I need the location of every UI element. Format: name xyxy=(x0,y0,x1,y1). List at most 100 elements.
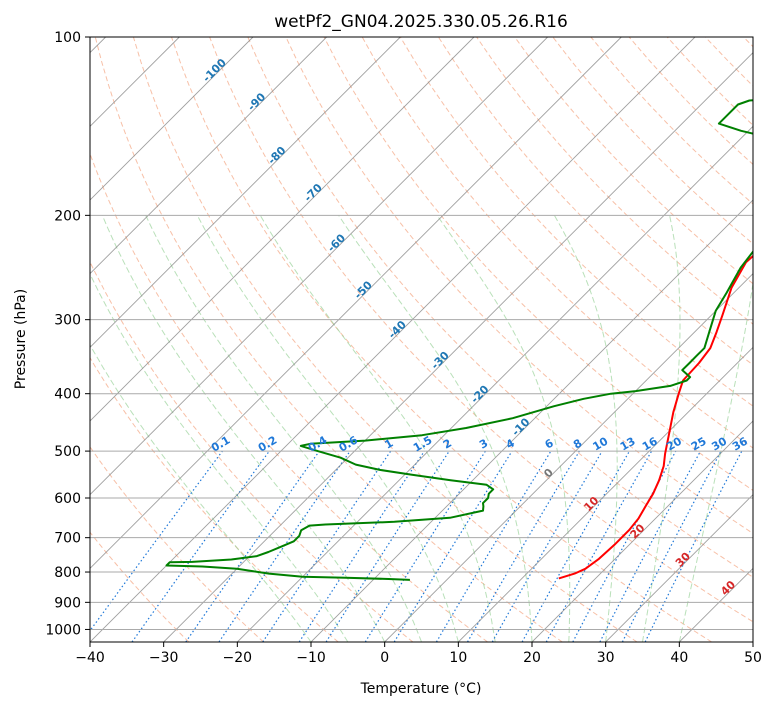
dry-adiabat xyxy=(90,531,190,642)
y-tick-label: 900 xyxy=(54,595,81,611)
isotherm-label: -30 xyxy=(429,349,452,372)
x-tick-label: 40 xyxy=(670,650,688,666)
isotherm-line xyxy=(90,37,327,275)
dry-adiabat xyxy=(90,356,339,642)
dry-adiabat xyxy=(94,37,563,642)
isotherm-label: -50 xyxy=(352,278,375,301)
x-axis: −40 −30 −20 −10 0 10 20 30 40 50 xyxy=(75,642,762,666)
isotherm-line xyxy=(458,346,753,642)
dry-adiabat xyxy=(361,37,753,449)
mixing-ratio-line xyxy=(466,450,580,642)
isotherm-line xyxy=(752,641,753,642)
plot-frame xyxy=(89,36,754,643)
mixing-ratio-line xyxy=(262,450,392,642)
y-tick-label: 800 xyxy=(54,565,81,581)
mixing-ratio-label: 3 xyxy=(477,437,490,452)
series-group xyxy=(165,99,753,581)
moist-adiabat xyxy=(338,215,533,642)
dry-adiabat xyxy=(247,37,753,578)
mixing-ratio-line xyxy=(185,450,320,642)
mixing-ratio-line xyxy=(621,450,722,642)
moist-adiabat xyxy=(678,280,753,642)
isotherm-label: 40 xyxy=(718,578,738,598)
moist-adiabat xyxy=(196,215,459,642)
dry-adiabat xyxy=(743,37,753,48)
mixing-ratio-label: 6 xyxy=(543,436,556,451)
moist-adiabat xyxy=(145,215,422,642)
dry-adiabat xyxy=(514,37,753,285)
y-tick-label: 600 xyxy=(54,491,81,507)
dry-adiabat xyxy=(285,37,753,535)
dry-adiabat xyxy=(90,446,264,642)
background-lines xyxy=(90,37,753,642)
dry-adiabat xyxy=(209,37,753,623)
isotherm-line xyxy=(310,199,753,642)
isotherm-label: -90 xyxy=(245,90,268,113)
isotherm-label: -60 xyxy=(325,231,348,254)
moist-adiabat xyxy=(642,215,681,642)
dry-adiabat xyxy=(90,260,414,642)
moist-adiabat xyxy=(90,343,312,642)
mixing-ratio-line xyxy=(393,450,513,642)
x-tick-label: 10 xyxy=(449,650,467,666)
mixing-ratio-line xyxy=(90,450,223,632)
mixing-ratio-label: 2 xyxy=(441,437,454,452)
dry-adiabat xyxy=(552,37,753,245)
isotherm-label: -70 xyxy=(302,181,325,204)
isotherm-line xyxy=(679,567,753,642)
x-tick-label: 0 xyxy=(380,650,389,666)
moist-adiabat xyxy=(101,215,386,642)
dewpoint-line xyxy=(165,99,753,581)
mixing-ratio-line xyxy=(521,450,631,642)
isotherm-line xyxy=(90,37,401,348)
y-tick-label: 500 xyxy=(54,444,81,460)
isotherm-line xyxy=(90,37,622,569)
dry-adiabat xyxy=(437,37,753,366)
x-tick-label: −40 xyxy=(75,650,105,666)
mixing-ratio-label: 4 xyxy=(504,436,517,451)
x-axis-label: Temperature (°C) xyxy=(360,681,482,697)
x-tick-label: 20 xyxy=(523,650,541,666)
isotherm-line xyxy=(605,494,753,642)
mixing-ratio-line xyxy=(572,450,677,642)
dry-adiabat xyxy=(171,37,712,642)
dry-adiabat xyxy=(90,152,488,642)
y-tick-label: 400 xyxy=(54,387,81,403)
isotherm-line xyxy=(90,37,696,642)
isotherm-label: -20 xyxy=(468,383,491,406)
y-tick-label: 200 xyxy=(54,208,81,224)
dry-adiabat xyxy=(132,37,638,642)
mixing-ratio-line xyxy=(298,450,425,642)
y-axis-label: Pressure (hPa) xyxy=(13,289,29,389)
x-tick-label: −20 xyxy=(223,650,253,666)
x-tick-label: −30 xyxy=(149,650,179,666)
isotherm-label: 30 xyxy=(673,549,693,569)
y-tick-label: 100 xyxy=(54,30,81,46)
isotherm-line xyxy=(531,420,753,642)
y-axis: 100 200 300 400 500 600 700 800 900 1000 xyxy=(45,30,90,638)
isotherm-label: 10 xyxy=(581,494,601,514)
temperature-line xyxy=(558,254,753,580)
isotherm-line xyxy=(237,125,753,642)
y-tick-label: 700 xyxy=(54,531,81,547)
grid xyxy=(90,37,753,642)
mixing-ratio-line xyxy=(131,450,270,642)
dry-adiabat xyxy=(399,37,753,407)
mixing-ratio-line xyxy=(545,450,653,642)
isotherm-line xyxy=(90,37,475,422)
isotherm-line xyxy=(90,37,254,201)
isotherm-label: -100 xyxy=(200,56,229,85)
isotherm-label: -40 xyxy=(386,318,409,341)
moist-adiabat xyxy=(259,215,496,642)
isotherm-line xyxy=(90,37,548,496)
mixing-ratio-line xyxy=(218,450,351,642)
y-tick-label: 1000 xyxy=(45,622,81,638)
isotherm-line xyxy=(384,273,753,642)
y-tick-label: 300 xyxy=(54,313,81,329)
x-tick-label: 50 xyxy=(744,650,762,666)
mixing-ratio-line xyxy=(325,450,450,642)
isotherm-line xyxy=(163,52,753,642)
isotherm-label: 20 xyxy=(628,521,648,541)
mixing-ratio-line xyxy=(644,450,743,642)
